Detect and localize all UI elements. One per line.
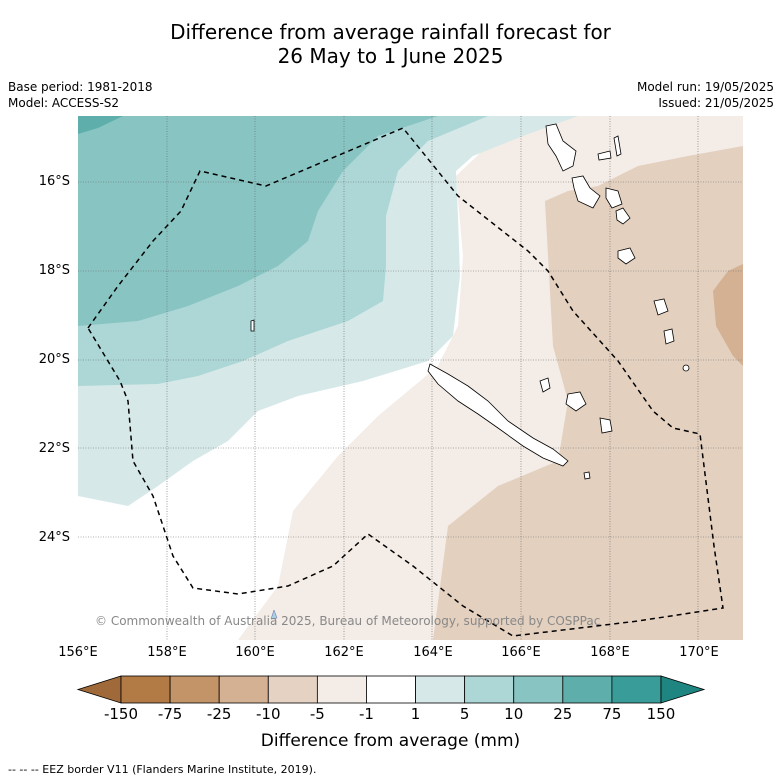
- vanuatu-island-2: [613, 135, 622, 157]
- lat-label-18s: 18°S: [38, 263, 70, 278]
- colorbar-cell: [316, 675, 367, 704]
- colorbar-tick-label: 150: [646, 705, 676, 723]
- base-period-text: Base period: 1981-2018: [8, 80, 153, 94]
- lat-label-24s: 24°S: [38, 530, 70, 545]
- colorbar-cell: [562, 675, 613, 704]
- colorbar-tick-label: 75: [602, 705, 622, 723]
- lon-label-168e: 168°E: [590, 645, 630, 660]
- eez-border: [87, 127, 724, 637]
- meta-left: Base period: 1981-2018 Model: ACCESS-S2: [8, 79, 153, 111]
- lon-label-158e: 158°E: [147, 645, 187, 660]
- model-run-text: Model run: 19/05/2025: [636, 80, 774, 94]
- colorbar-arrow-left: [76, 675, 122, 704]
- colorbar-cell: [218, 675, 269, 704]
- vanuatu-tanna: [653, 298, 669, 316]
- lon-label-156e: 156°E: [58, 645, 98, 660]
- colorbar-tick-label: -25: [206, 705, 232, 723]
- islet-south: [270, 609, 278, 620]
- colorbar-tick-label: 10: [504, 705, 524, 723]
- colorbar-cell: [415, 675, 466, 704]
- map-title: Difference from average rainfall forecas…: [0, 20, 781, 68]
- lon-label-164e: 164°E: [413, 645, 453, 660]
- vanuatu-efate: [615, 207, 631, 225]
- title-line-2: 26 May to 1 June 2025: [277, 44, 504, 68]
- dry-band-medium: [433, 146, 743, 640]
- colorbar-cell: [513, 675, 564, 704]
- matthew-island: [682, 364, 690, 372]
- vanuatu-erromango: [617, 247, 636, 265]
- new-caledonia-island: [427, 363, 569, 467]
- colorbar-label: Difference from average (mm): [260, 731, 521, 751]
- vanuatu-island-4: [605, 187, 623, 209]
- colorbar-cell: [366, 675, 416, 704]
- colorbar-cell: [611, 675, 662, 704]
- lat-label-16s: 16°S: [38, 174, 70, 189]
- lat-label-22s: 22°S: [38, 441, 70, 456]
- colorbar-cell: [169, 675, 220, 704]
- isle-of-pines: [583, 471, 591, 480]
- meta-right: Model run: 19/05/2025 Issued: 21/05/2025: [637, 79, 774, 111]
- title-line-1: Difference from average rainfall forecas…: [170, 20, 611, 44]
- graticule: [78, 116, 743, 640]
- small-island-west: [250, 319, 255, 332]
- loyalty-island-3: [599, 417, 613, 434]
- colorbar-cell: [267, 675, 318, 704]
- vanuatu-island-3: [597, 150, 612, 161]
- colorbar-tick-label: 25: [553, 705, 573, 723]
- issued-text: Issued: 21/05/2025: [658, 96, 774, 110]
- colorbar: [76, 675, 706, 704]
- dry-patch-strong: [713, 264, 743, 366]
- loyalty-island-1: [539, 377, 551, 393]
- eez-footnote: -- -- -- EEZ border V11 (Flanders Marine…: [8, 763, 317, 776]
- vanuatu-aneityum: [663, 328, 675, 345]
- colorbar-tick-label: -75: [157, 705, 183, 723]
- colorbar-cell: [464, 675, 515, 704]
- colorbar-cell: [120, 675, 171, 704]
- model-text: Model: ACCESS-S2: [8, 96, 120, 110]
- vanuatu-malekula: [571, 175, 601, 209]
- wet-band-10-25: [78, 116, 438, 326]
- lon-label-162e: 162°E: [324, 645, 364, 660]
- wet-band-25-75: [78, 116, 123, 134]
- colorbar-tick-label: -150: [103, 705, 139, 723]
- colorbar-arrow-right: [660, 675, 706, 704]
- colorbar-tick-label: 1: [410, 705, 421, 723]
- lon-label-170e: 170°E: [679, 645, 719, 660]
- colorbar-tick-label: -1: [358, 705, 374, 723]
- vanuatu-espiritu-santo: [545, 123, 577, 172]
- lon-label-166e: 166°E: [501, 645, 541, 660]
- rainfall-map: [78, 116, 743, 640]
- loyalty-island-2: [565, 391, 587, 412]
- copyright-notice: © Commonwealth of Australia 2025, Bureau…: [95, 614, 601, 628]
- colorbar-tick-label: 5: [459, 705, 470, 723]
- lon-label-160e: 160°E: [235, 645, 275, 660]
- lat-label-20s: 20°S: [38, 352, 70, 367]
- colorbar-tick-label: -10: [256, 705, 281, 723]
- colorbar-tick-label: -5: [309, 705, 325, 723]
